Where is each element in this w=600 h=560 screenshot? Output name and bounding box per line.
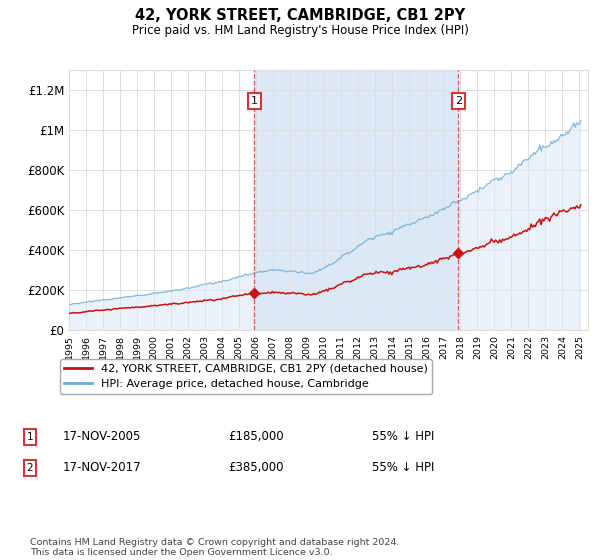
Text: Contains HM Land Registry data © Crown copyright and database right 2024.
This d: Contains HM Land Registry data © Crown c… [30,538,400,557]
Text: 1: 1 [26,432,34,442]
Legend: 42, YORK STREET, CAMBRIDGE, CB1 2PY (detached house), HPI: Average price, detach: 42, YORK STREET, CAMBRIDGE, CB1 2PY (det… [59,360,432,394]
Text: 17-NOV-2017: 17-NOV-2017 [63,461,142,474]
Text: £185,000: £185,000 [228,430,284,444]
Bar [254,70,458,330]
Text: Price paid vs. HM Land Registry's House Price Index (HPI): Price paid vs. HM Land Registry's House … [131,24,469,36]
Text: 55% ↓ HPI: 55% ↓ HPI [372,430,434,444]
Text: £385,000: £385,000 [228,461,284,474]
Text: 42, YORK STREET, CAMBRIDGE, CB1 2PY: 42, YORK STREET, CAMBRIDGE, CB1 2PY [135,8,465,24]
Text: 1: 1 [251,96,257,106]
Text: 2: 2 [26,463,34,473]
Text: 17-NOV-2005: 17-NOV-2005 [63,430,142,444]
Text: 55% ↓ HPI: 55% ↓ HPI [372,461,434,474]
Text: 2: 2 [455,96,462,106]
